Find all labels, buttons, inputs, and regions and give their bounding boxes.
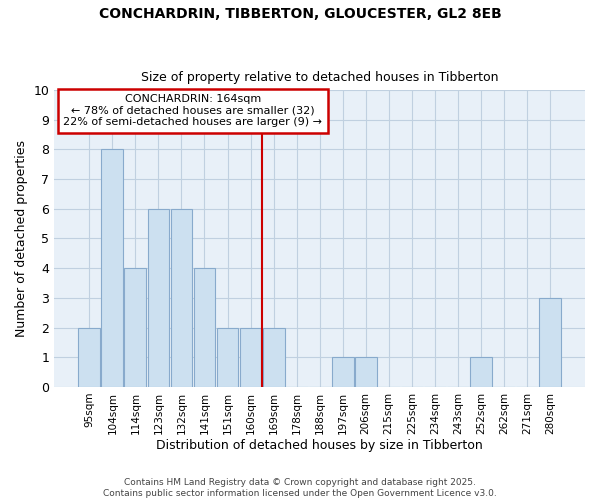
X-axis label: Distribution of detached houses by size in Tibberton: Distribution of detached houses by size … <box>156 440 483 452</box>
Bar <box>79 328 100 387</box>
Bar <box>148 208 169 387</box>
Bar <box>124 268 146 387</box>
Text: CONCHARDRIN, TIBBERTON, GLOUCESTER, GL2 8EB: CONCHARDRIN, TIBBERTON, GLOUCESTER, GL2 … <box>98 8 502 22</box>
Bar <box>170 208 193 387</box>
Bar <box>217 328 238 387</box>
Title: Size of property relative to detached houses in Tibberton: Size of property relative to detached ho… <box>141 72 499 85</box>
Text: Contains HM Land Registry data © Crown copyright and database right 2025.
Contai: Contains HM Land Registry data © Crown c… <box>103 478 497 498</box>
Bar <box>470 357 492 387</box>
Bar <box>539 298 561 387</box>
Bar <box>263 328 284 387</box>
Y-axis label: Number of detached properties: Number of detached properties <box>15 140 28 337</box>
Bar <box>101 150 124 387</box>
Bar <box>239 328 262 387</box>
Bar <box>332 357 353 387</box>
Bar <box>194 268 215 387</box>
Bar <box>355 357 377 387</box>
Text: CONCHARDRIN: 164sqm
← 78% of detached houses are smaller (32)
22% of semi-detach: CONCHARDRIN: 164sqm ← 78% of detached ho… <box>64 94 322 128</box>
